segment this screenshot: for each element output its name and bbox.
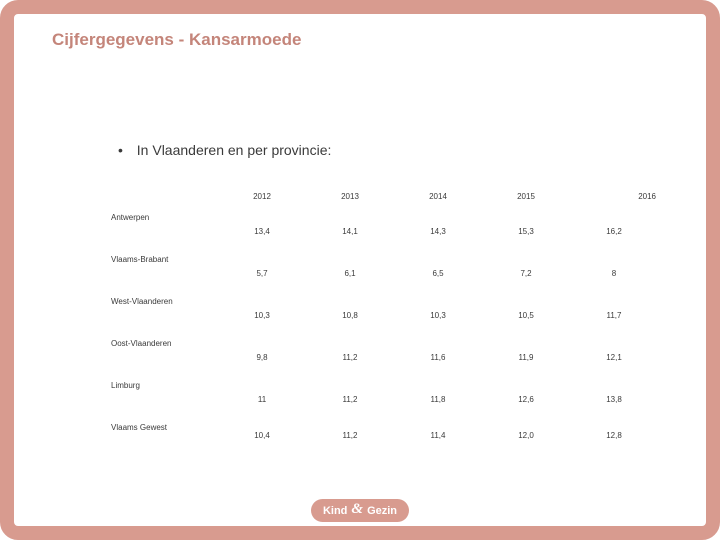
cell-value: 11,2 <box>306 336 394 378</box>
cell-value: 12,0 <box>482 420 570 450</box>
row-label: Vlaams-Brabant <box>108 252 218 294</box>
table-body: Antwerpen13,414,114,315,316,2Vlaams-Brab… <box>108 210 658 450</box>
cell-value: 11,9 <box>482 336 570 378</box>
cell-value: 13,8 <box>570 378 658 420</box>
table-row: West-Vlaanderen10,310,810,310,511,7 <box>108 294 658 336</box>
cell-value: 11,2 <box>306 378 394 420</box>
logo-left: Kind <box>323 505 347 517</box>
row-label: West-Vlaanderen <box>108 294 218 336</box>
cell-value: 5,7 <box>218 252 306 294</box>
cell-value: 8 <box>570 252 658 294</box>
cell-value: 14,1 <box>306 210 394 252</box>
bullet-text: In Vlaanderen en per provincie: <box>137 142 332 158</box>
cell-value: 14,3 <box>394 210 482 252</box>
header-label-blank <box>108 182 218 210</box>
cell-value: 12,1 <box>570 336 658 378</box>
row-label: Vlaams Gewest <box>108 420 218 450</box>
footer: Kind & Gezin <box>0 499 720 522</box>
header-year: 2014 <box>394 182 482 210</box>
row-label: Oost-Vlaanderen <box>108 336 218 378</box>
cell-value: 10,4 <box>218 420 306 450</box>
cell-value: 11 <box>218 378 306 420</box>
cell-value: 15,3 <box>482 210 570 252</box>
cell-value: 7,2 <box>482 252 570 294</box>
cell-value: 9,8 <box>218 336 306 378</box>
logo-right: Gezin <box>367 505 397 517</box>
cell-value: 10,8 <box>306 294 394 336</box>
cell-value: 6,5 <box>394 252 482 294</box>
cell-value: 6,1 <box>306 252 394 294</box>
cell-value: 16,2 <box>570 210 658 252</box>
cell-value: 11,2 <box>306 420 394 450</box>
cell-value: 12,6 <box>482 378 570 420</box>
bullet-line: • In Vlaanderen en per provincie: <box>118 142 331 158</box>
cell-value: 13,4 <box>218 210 306 252</box>
table-row: Vlaams Gewest10,411,211,412,012,8 <box>108 420 658 450</box>
cell-value: 11,7 <box>570 294 658 336</box>
table-row: Limburg1111,211,812,613,8 <box>108 378 658 420</box>
table-row: Antwerpen13,414,114,315,316,2 <box>108 210 658 252</box>
cell-value: 11,8 <box>394 378 482 420</box>
cell-value: 10,3 <box>394 294 482 336</box>
header-year: 2015 <box>482 182 570 210</box>
bullet-dot: • <box>118 142 123 158</box>
logo-pill: Kind & Gezin <box>311 499 409 522</box>
row-label: Limburg <box>108 378 218 420</box>
table-header: 2012 2013 2014 2015 2016 <box>108 182 658 210</box>
table-row: Oost-Vlaanderen9,811,211,611,912,1 <box>108 336 658 378</box>
cell-value: 11,4 <box>394 420 482 450</box>
cell-value: 10,5 <box>482 294 570 336</box>
table-row: Vlaams-Brabant5,76,16,57,28 <box>108 252 658 294</box>
data-table: 2012 2013 2014 2015 2016 Antwerpen13,414… <box>108 182 658 450</box>
header-year: 2012 <box>218 182 306 210</box>
logo-ampersand-icon: & <box>351 502 363 517</box>
cell-value: 11,6 <box>394 336 482 378</box>
cell-value: 12,8 <box>570 420 658 450</box>
slide-title: Cijfergegevens - Kansarmoede <box>52 30 301 50</box>
header-year: 2016 <box>570 182 658 210</box>
cell-value: 10,3 <box>218 294 306 336</box>
header-year: 2013 <box>306 182 394 210</box>
row-label: Antwerpen <box>108 210 218 252</box>
